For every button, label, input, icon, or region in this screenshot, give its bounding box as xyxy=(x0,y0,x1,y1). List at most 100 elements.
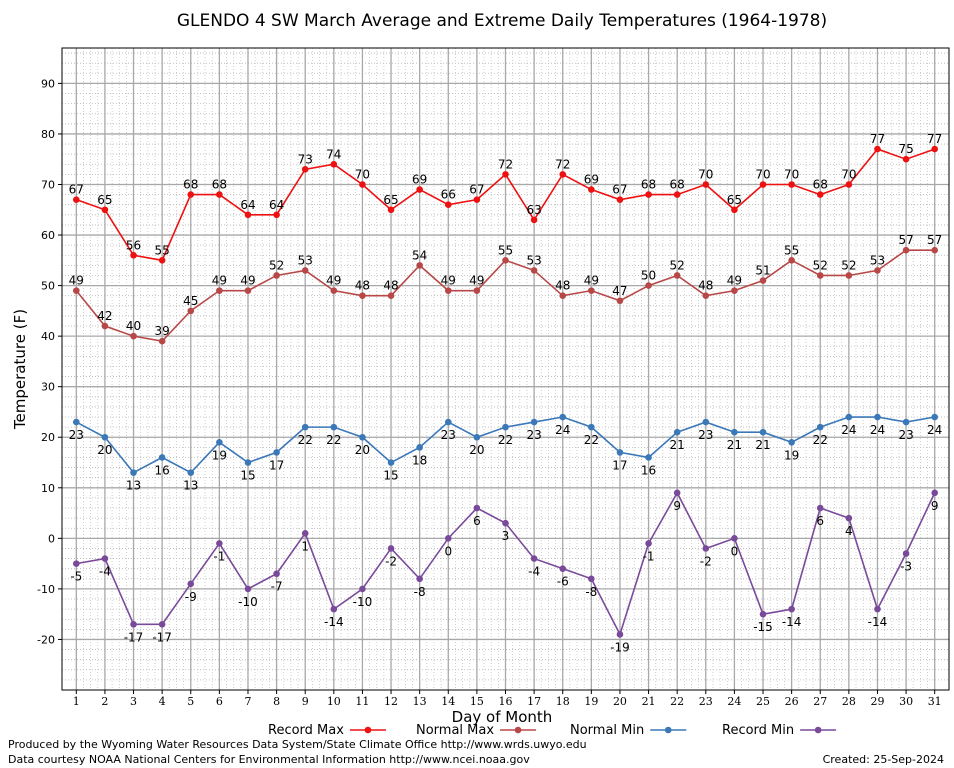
legend-item-normal-min: Normal Min xyxy=(570,723,687,738)
x-tick-label: 16 xyxy=(499,695,513,708)
normal-min-data-label: 21 xyxy=(727,438,742,452)
normal-max-data-label: 52 xyxy=(269,258,284,272)
y-tick-label: 0 xyxy=(48,532,55,545)
normal-max-point xyxy=(902,246,910,254)
normal-max-data-label: 48 xyxy=(355,279,370,293)
x-tick-label: 23 xyxy=(699,695,713,708)
record-min-data-label: 3 xyxy=(502,529,510,543)
series-normal-max: 49 42 40 39 45 49 49 52 53 49 48 48 54 49 49 55 53 48 49 47… xyxy=(69,233,942,345)
normal-min-data-label: 23 xyxy=(526,428,541,442)
normal-min-data-label: 18 xyxy=(412,453,427,467)
series-record-max: 67 65 56 55 68 68 64 64 73 74 70 65 69 66 67 72 63 72 69 67… xyxy=(69,132,942,264)
normal-min-point xyxy=(530,418,538,426)
record-min-data-label: -7 xyxy=(271,580,283,594)
record-min-point xyxy=(73,560,80,567)
record-max-data-label: 77 xyxy=(870,132,885,146)
normal-min-point xyxy=(616,449,624,456)
normal-min-point xyxy=(273,449,280,456)
record-min-data-label: -17 xyxy=(124,630,144,644)
normal-min-point xyxy=(588,423,595,431)
normal-max-data-label: 48 xyxy=(555,279,570,293)
normal-max-point xyxy=(216,287,223,294)
record-min-point xyxy=(530,555,538,562)
normal-max-data-label: 52 xyxy=(813,258,828,272)
record-min-data-label: 6 xyxy=(473,514,481,528)
y-tick-label: 80 xyxy=(41,128,55,141)
record-min-point xyxy=(645,540,652,547)
record-max-point xyxy=(73,196,80,203)
normal-max-point xyxy=(559,292,567,300)
record-max-point xyxy=(359,181,366,188)
record-max-data-label: 69 xyxy=(412,173,427,187)
normal-min-point xyxy=(187,469,195,476)
record-min-point xyxy=(731,535,738,542)
normal-min-point xyxy=(416,444,423,451)
record-min-point xyxy=(101,555,109,562)
record-max-point xyxy=(101,206,109,214)
normal-min-point xyxy=(645,454,652,461)
x-tick-label: 18 xyxy=(556,695,570,708)
normal-min-data-label: 22 xyxy=(498,433,513,447)
record-min-point xyxy=(216,540,223,547)
record-min-point xyxy=(902,550,910,557)
legend-swatch-marker xyxy=(364,726,372,734)
x-tick-label: 24 xyxy=(727,695,741,708)
normal-min-data-label: 24 xyxy=(870,423,885,437)
normal-min-data-label: 17 xyxy=(269,458,284,472)
x-tick-label: 14 xyxy=(441,695,455,708)
normal-max-point xyxy=(645,282,652,289)
normal-max-point xyxy=(673,272,681,279)
series-record-min: -5 -4-17 -17-9-1-10-71-14-10-2-8063-4-6-8-… xyxy=(70,489,939,654)
series-normal-min: 23 20 13 16 13 19 15 17 22 22 20 15 18 23 20 22 23 24 22 17… xyxy=(69,413,942,493)
y-tick-label: 20 xyxy=(41,431,55,444)
record-min-point xyxy=(444,535,452,542)
normal-min-point xyxy=(788,438,795,446)
chart-title: GLENDO 4 SW March Average and Extreme Da… xyxy=(177,11,827,31)
record-max-point xyxy=(130,251,137,259)
legend-item-record-min: Record Min xyxy=(722,723,837,738)
normal-min-data-label: 24 xyxy=(841,423,856,437)
legend-item-record-max: Record Max xyxy=(268,723,386,738)
record-max-point xyxy=(301,166,309,173)
record-max-point xyxy=(616,196,624,203)
normal-min-point xyxy=(444,418,452,426)
record-min-data-label: 6 xyxy=(816,514,824,528)
x-tick-label: 28 xyxy=(842,695,856,708)
record-min-point xyxy=(845,514,853,522)
normal-max-point xyxy=(158,337,166,345)
record-min-data-label: -5 xyxy=(70,570,82,584)
x-tick-label: 25 xyxy=(756,695,770,708)
y-tick-label: -10 xyxy=(37,583,55,596)
normal-max-data-label: 49 xyxy=(469,274,484,288)
record-max-data-label: 65 xyxy=(727,193,742,207)
x-tick-label: 13 xyxy=(413,695,427,708)
normal-max-data-label: 48 xyxy=(383,279,398,293)
record-max-data-label: 64 xyxy=(269,198,284,212)
normal-min-point xyxy=(73,418,80,426)
normal-max-data-label: 49 xyxy=(240,274,255,288)
record-max-point xyxy=(502,171,509,178)
record-min-data-label: -4 xyxy=(99,565,111,579)
normal-max-data-label: 53 xyxy=(870,253,885,267)
record-max-point xyxy=(816,191,824,198)
normal-min-data-label: 22 xyxy=(326,433,341,447)
record-min-data-label: 9 xyxy=(673,499,681,513)
normal-max-point xyxy=(702,292,710,300)
record-min-point xyxy=(273,570,280,578)
record-max-point xyxy=(244,211,252,219)
y-tick-label: 70 xyxy=(41,178,55,191)
record-max-data-label: 72 xyxy=(498,157,513,171)
normal-min-point xyxy=(387,459,395,466)
record-max-data-label: 67 xyxy=(69,183,84,197)
record-min-data-label: 1 xyxy=(301,539,309,553)
x-tick-label: 27 xyxy=(813,695,827,708)
record-max-data-label: 65 xyxy=(97,193,112,207)
record-min-point xyxy=(702,545,710,552)
x-tick-label: 20 xyxy=(613,695,627,708)
record-max-data-label: 68 xyxy=(641,178,656,192)
normal-min-data-label: 22 xyxy=(813,433,828,447)
normal-min-data-label: 23 xyxy=(69,428,84,442)
normal-max-point xyxy=(759,277,767,284)
normal-max-data-label: 55 xyxy=(498,243,513,257)
